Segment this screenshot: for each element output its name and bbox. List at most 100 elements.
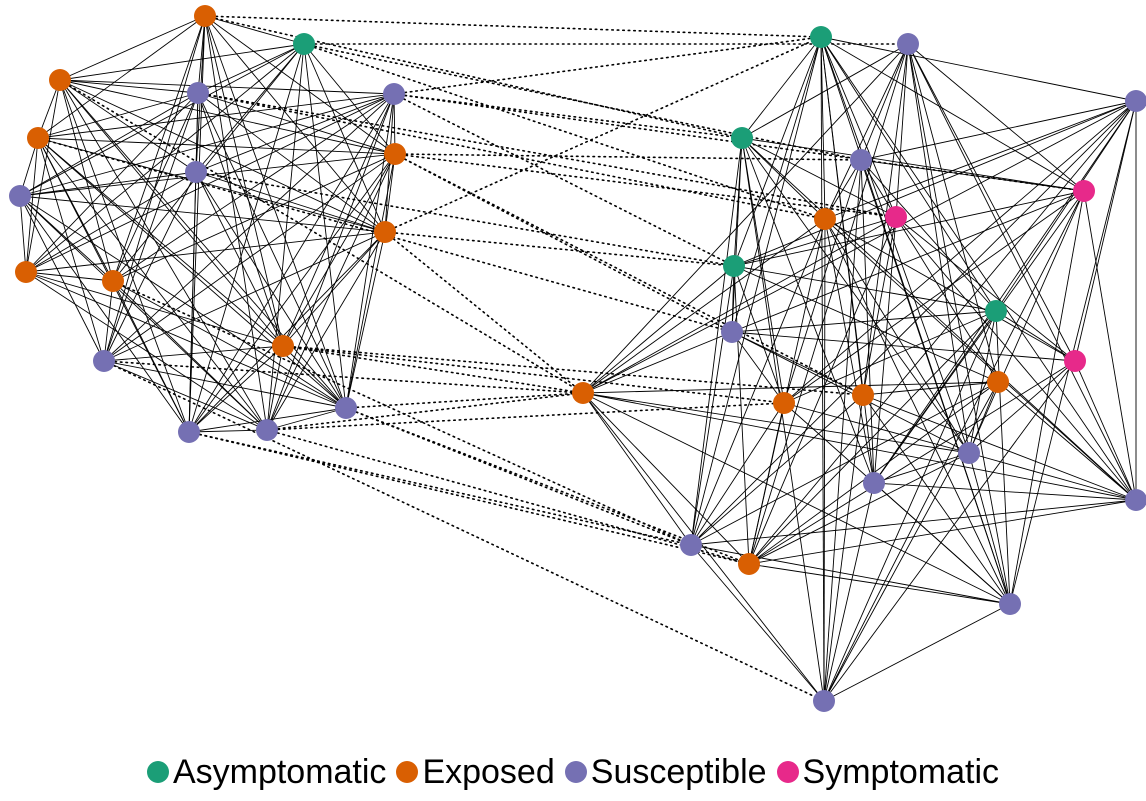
left-cluster-edge (59, 79, 268, 431)
right-cluster-edge (582, 218, 826, 394)
right-cluster-edge (873, 482, 1011, 605)
left-cluster-edge (112, 15, 206, 282)
left-cluster-edge (19, 171, 197, 197)
left-cluster-edge (37, 15, 206, 139)
right-cluster-edge (907, 43, 999, 383)
right-cluster-edge (748, 100, 1137, 565)
right-cluster-edge (824, 43, 909, 220)
right-cluster-edge (783, 402, 970, 454)
right-cluster-edge (820, 36, 970, 454)
right-cluster-edge (823, 381, 999, 702)
right-cluster-edge (823, 218, 826, 702)
right-cluster-edge (862, 381, 999, 396)
right-cluster-edge (783, 310, 997, 404)
cross-cluster-edge (204, 15, 743, 139)
left-cluster-node-susceptible (185, 161, 207, 183)
left-cluster-edge (103, 93, 395, 362)
right-cluster-edge (860, 159, 1011, 605)
right-cluster-edge (690, 544, 1011, 605)
right-cluster-edge (823, 159, 862, 702)
cross-cluster-edge (197, 92, 826, 220)
left-cluster-edge (19, 195, 27, 273)
left-cluster-edge (103, 171, 197, 362)
left-cluster-edge (37, 137, 396, 155)
left-cluster-node-susceptible (256, 419, 278, 441)
left-cluster-edge (37, 137, 284, 347)
right-cluster-edge (741, 137, 825, 702)
left-cluster-edge (345, 231, 386, 409)
right-cluster-edge (731, 310, 997, 333)
legend-item-exposed: Exposed (396, 752, 555, 792)
right-cluster-edge (860, 159, 997, 312)
right-cluster-edge (582, 216, 897, 394)
right-cluster-edge (582, 100, 1137, 394)
right-cluster-edge (748, 452, 970, 565)
legend-dot-asymptomatic (146, 761, 169, 783)
right-cluster-node-susceptible (721, 321, 743, 343)
right-cluster-node-susceptible (999, 593, 1021, 615)
left-cluster-edge (197, 92, 284, 347)
right-cluster-edge (823, 603, 1011, 702)
right-cluster-node-asymptomatic (731, 127, 753, 149)
right-cluster-edge (873, 482, 1137, 501)
right-cluster-edge (731, 36, 822, 333)
right-cluster-edge (741, 137, 970, 454)
right-cluster-edge (690, 218, 826, 546)
left-cluster-node-exposed (374, 221, 396, 243)
right-cluster-edge (862, 216, 897, 396)
right-cluster-edge (733, 190, 1085, 267)
right-cluster-node-susceptible (850, 149, 872, 171)
left-cluster-edge (103, 345, 284, 362)
right-cluster-edge (895, 216, 999, 383)
right-cluster-node-susceptible (958, 442, 980, 464)
left-cluster-edge (345, 153, 396, 409)
right-cluster-node-symptomatic (1064, 350, 1086, 372)
left-cluster-edge (197, 92, 396, 155)
right-cluster-edge (860, 100, 1137, 161)
left-cluster-node-exposed (194, 5, 216, 27)
left-cluster-edge (59, 79, 395, 95)
right-cluster-edge (995, 310, 1011, 605)
left-cluster-edge (25, 271, 114, 282)
left-cluster-node-susceptible (9, 185, 31, 207)
cross-cluster-edge (384, 36, 822, 233)
right-cluster-node-symptomatic (885, 206, 907, 228)
left-cluster-node-susceptible (335, 397, 357, 419)
legend-item-susceptible: Susceptible (564, 752, 767, 792)
right-cluster-edge (748, 499, 1137, 565)
right-cluster-edge (783, 100, 1137, 404)
left-cluster-node-asymptomatic (293, 33, 315, 55)
right-cluster-edge (907, 43, 1085, 192)
left-cluster-edge (204, 15, 284, 347)
right-cluster-edge (690, 499, 1137, 546)
right-cluster-node-exposed (814, 208, 836, 230)
left-cluster-edge (266, 93, 395, 431)
left-cluster-edge (19, 195, 347, 409)
right-cluster-edge (690, 137, 743, 546)
cross-cluster-edge (266, 429, 750, 565)
left-cluster-edge (112, 92, 199, 282)
left-cluster-edge (282, 231, 386, 347)
left-cluster-edge (282, 93, 395, 347)
right-cluster-edge (733, 100, 1137, 267)
left-cluster-edge (59, 79, 197, 173)
right-cluster-node-susceptible (1125, 489, 1146, 511)
left-cluster-edge (112, 280, 347, 409)
left-cluster-edge (25, 171, 197, 273)
left-cluster-edge (197, 92, 347, 409)
cross-cluster-edge (303, 43, 826, 220)
left-cluster-edge (25, 271, 284, 347)
left-cluster-edge (25, 93, 395, 273)
legend-item-asymptomatic: Asymptomatic (146, 752, 386, 792)
left-cluster-edge (19, 153, 396, 197)
right-cluster-edge (733, 36, 822, 267)
legend-label-symptomatic: Symptomatic (802, 753, 1000, 791)
right-cluster-node-susceptible (863, 472, 885, 494)
cross-cluster-edge (282, 345, 785, 404)
right-cluster-edge (731, 331, 970, 454)
right-cluster-edge (873, 216, 897, 484)
left-cluster-edge (59, 79, 396, 155)
cross-cluster-edge (37, 137, 733, 333)
left-cluster-node-susceptible (178, 421, 200, 443)
right-cluster-edge (968, 452, 1011, 605)
